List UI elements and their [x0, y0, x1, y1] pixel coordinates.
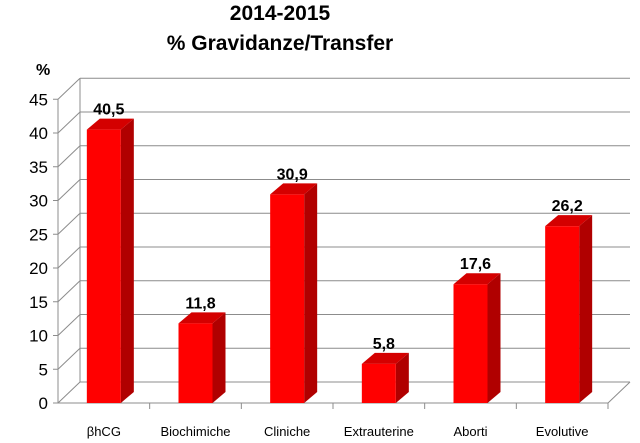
y-tick-label: 35 [29, 158, 48, 177]
wall-gridline [57, 145, 81, 168]
bar-front [361, 363, 396, 403]
wall-gridline [57, 347, 81, 370]
data-label: 11,8 [185, 295, 215, 312]
bar-top [453, 273, 501, 285]
bar-front [178, 323, 213, 403]
y-tick-label: 20 [29, 259, 48, 278]
wall-gridline [57, 280, 81, 303]
x-category-label: Evolutive [536, 424, 589, 439]
y-tick-label: 5 [39, 360, 48, 379]
wall-gridline [57, 111, 81, 134]
data-label: 26,2 [552, 198, 583, 215]
y-tick-label: 25 [29, 225, 48, 244]
data-label: 30,9 [277, 166, 308, 183]
y-tick-label: 15 [29, 293, 48, 312]
y-tick-label: 30 [29, 192, 48, 211]
bar-front [453, 284, 488, 403]
bar-side [579, 215, 593, 403]
bar-top [270, 183, 318, 195]
bar-top [86, 118, 134, 130]
wall-gridline [57, 179, 81, 201]
bar-top [361, 352, 409, 364]
chart-title-metric: % Gravidanze/Transfer [166, 32, 394, 55]
wall-gridline [57, 314, 81, 336]
x-category-label: Biochimiche [160, 424, 230, 439]
y-tick-label: 0 [39, 394, 48, 413]
y-tick-label: 40 [29, 124, 48, 143]
wall-gridline [57, 381, 81, 404]
bar-front [270, 194, 305, 403]
wall-gridline [57, 212, 81, 235]
bar-top [545, 215, 593, 227]
bar-top [178, 312, 226, 324]
bar-Cliniche [270, 183, 318, 403]
floor-edge [607, 381, 631, 404]
bar-side [395, 352, 409, 403]
x-category-label: Cliniche [264, 424, 310, 439]
bar-Evolutive [545, 215, 593, 403]
x-category-label: βhCG [87, 424, 121, 439]
bar-front [86, 129, 121, 403]
data-label: 17,6 [460, 256, 491, 273]
bar-Extrauterine [361, 352, 409, 403]
x-category-label: Extrauterine [344, 424, 414, 439]
bar-Biochimiche [178, 312, 226, 403]
bar-side [487, 273, 501, 403]
bar-βhCG [86, 118, 134, 403]
y-tick-label: 45 [29, 90, 48, 109]
wall-gridline [57, 246, 81, 269]
bar-side [304, 183, 318, 403]
chart-title-year: 2014-2015 [229, 2, 331, 25]
y-tick-label: 10 [29, 327, 48, 346]
wall-gridline [57, 77, 81, 100]
bar-side [120, 118, 134, 403]
bar-front [545, 226, 580, 403]
x-category-label: Aborti [454, 424, 488, 439]
y-axis-unit-label: % [36, 62, 51, 79]
bar-Aborti [453, 273, 501, 403]
data-label: 5,8 [373, 336, 395, 353]
data-label: 40,5 [93, 102, 124, 119]
bar-side [212, 312, 226, 403]
